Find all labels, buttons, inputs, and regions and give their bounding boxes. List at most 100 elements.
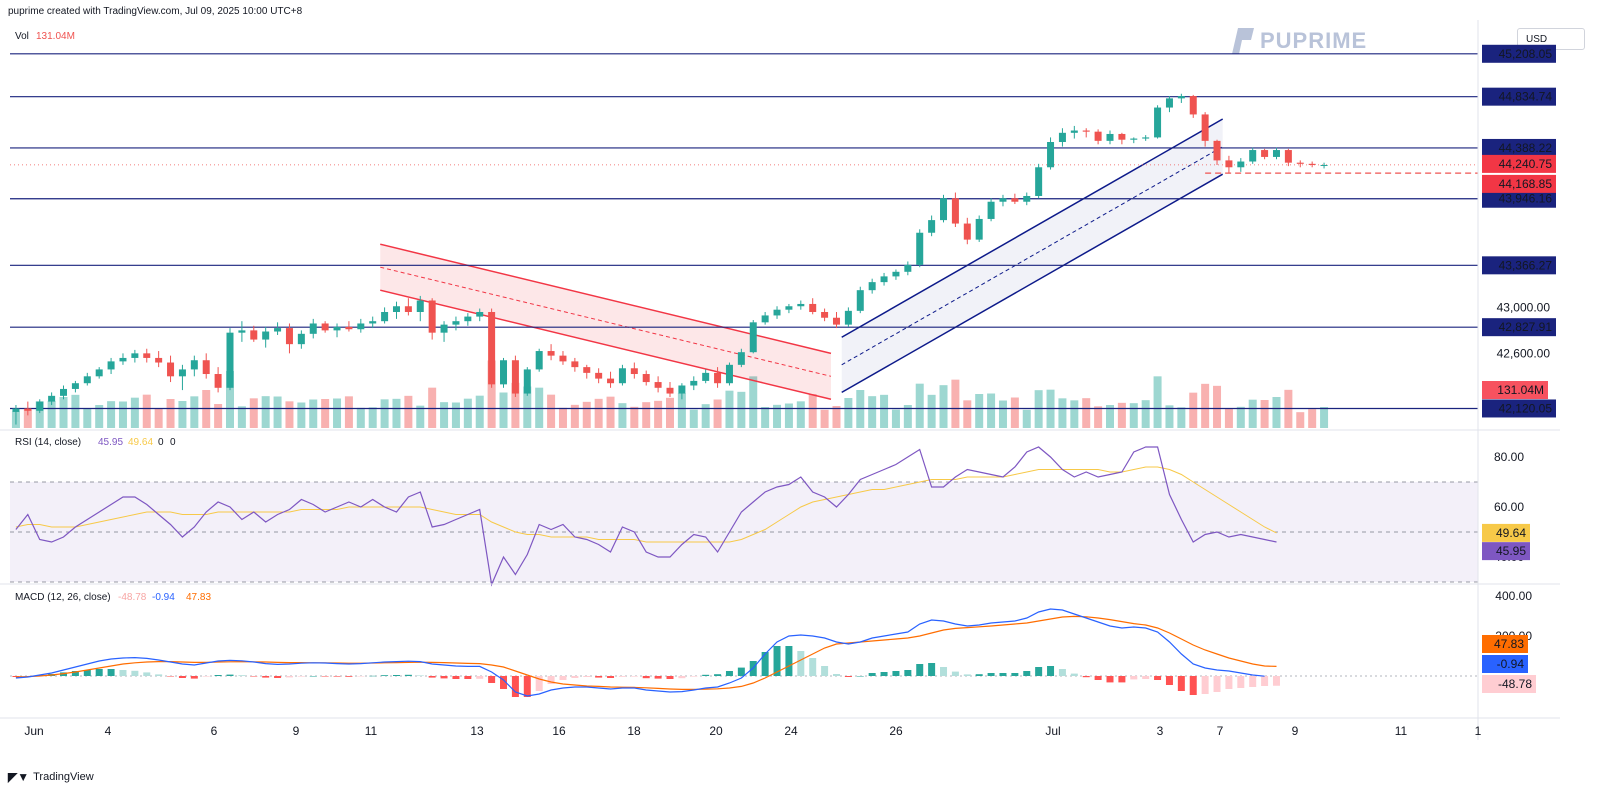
candle-body bbox=[214, 374, 222, 388]
candle-body bbox=[167, 362, 175, 377]
macd-histogram-bar bbox=[1130, 676, 1138, 680]
macd-histogram-bar bbox=[167, 676, 175, 677]
candle-body bbox=[702, 372, 710, 381]
volume-bar bbox=[558, 407, 567, 428]
level-price-label: 43,366.27 bbox=[1499, 258, 1553, 272]
macd-histogram-bar bbox=[452, 676, 460, 679]
volume-bar bbox=[1189, 392, 1198, 428]
candle-body bbox=[1284, 150, 1292, 163]
candle-body bbox=[178, 369, 186, 377]
macd-histogram-bar bbox=[1165, 676, 1173, 685]
macd-histogram-bar bbox=[345, 676, 353, 677]
candle-body bbox=[571, 361, 579, 368]
macd-histogram-bar bbox=[547, 676, 555, 684]
volume-bar bbox=[178, 401, 187, 428]
candle-body bbox=[1118, 133, 1126, 140]
tradingview-icon: ◤▼ bbox=[8, 770, 30, 784]
candle-body bbox=[630, 368, 638, 375]
macd-histogram-bar bbox=[892, 671, 900, 676]
macd-histogram-bar bbox=[880, 672, 888, 676]
volume-bar bbox=[321, 399, 330, 428]
candle-body bbox=[892, 271, 900, 277]
volume-bar bbox=[582, 401, 591, 428]
price-tick-label: 43,000.00 bbox=[1497, 300, 1551, 314]
candle-body bbox=[797, 303, 805, 307]
macd-histogram-bar bbox=[868, 673, 876, 676]
rsi-line bbox=[15, 446, 1277, 587]
volume-legend-name: Vol bbox=[15, 31, 29, 42]
macd-histogram-bar bbox=[583, 676, 591, 677]
macd-histogram-bar bbox=[274, 676, 282, 678]
rsi-legend-title: RSI (14, close) bbox=[15, 437, 81, 448]
candle-body bbox=[714, 372, 722, 384]
volume-bar bbox=[499, 392, 508, 428]
macd-histogram-bar bbox=[476, 676, 484, 679]
candle-body bbox=[392, 306, 400, 312]
candle-body bbox=[274, 328, 282, 332]
macd-histogram-bar bbox=[523, 676, 531, 697]
x-tick-label: 9 bbox=[293, 724, 300, 738]
volume-bar bbox=[1058, 398, 1067, 428]
volume-bar bbox=[713, 399, 722, 428]
volume-bar bbox=[440, 402, 449, 428]
candle-body bbox=[440, 324, 448, 333]
volume-bar bbox=[142, 394, 151, 428]
macd-histogram-bar bbox=[821, 666, 829, 676]
volume-bar bbox=[1272, 397, 1281, 428]
volume-bar bbox=[475, 395, 484, 428]
candle-body bbox=[464, 316, 472, 322]
candle-body bbox=[987, 201, 995, 219]
candle-body bbox=[1249, 150, 1257, 162]
volume-bar bbox=[83, 408, 92, 428]
volume-bar bbox=[130, 397, 139, 428]
price-tick-label: 42,600.00 bbox=[1497, 346, 1551, 360]
macd-histogram-bar bbox=[321, 676, 329, 677]
x-tick-label: Jul bbox=[1045, 724, 1060, 738]
axes: Jun 4 6 9 11 13 16 18 20 24 26 Jul 3 7 9 11 1 bbox=[0, 20, 1560, 740]
volume-bar bbox=[796, 401, 805, 428]
level-price-label-bg bbox=[1482, 399, 1556, 418]
x-tick-label: 24 bbox=[784, 724, 798, 738]
volume-bar bbox=[35, 401, 44, 428]
brand-logo: PUPRIME bbox=[1232, 28, 1367, 54]
macd-histogram-bar bbox=[666, 676, 674, 679]
volume-bar bbox=[47, 400, 56, 428]
candle-body bbox=[83, 376, 91, 384]
volume-bar bbox=[1034, 390, 1043, 428]
level-price-label-bg bbox=[1482, 44, 1556, 63]
volume-bar bbox=[273, 396, 282, 428]
volume-bar bbox=[226, 371, 234, 428]
volume-bar bbox=[1320, 407, 1329, 428]
candle-body bbox=[321, 323, 329, 331]
brand-name: PUPRIME bbox=[1260, 28, 1368, 53]
volume-bar bbox=[547, 394, 556, 428]
volume-bar bbox=[1236, 406, 1245, 428]
macd-histogram-bar bbox=[1023, 671, 1031, 676]
macd-histogram-bar bbox=[678, 676, 686, 679]
volume-bar bbox=[618, 403, 627, 428]
candle-body bbox=[226, 332, 234, 388]
volume-bar bbox=[451, 402, 460, 428]
candle-body bbox=[690, 380, 698, 386]
macd-histogram-bar bbox=[975, 674, 983, 676]
puprime-logo-icon bbox=[1232, 28, 1254, 54]
macd-histogram-bar bbox=[785, 646, 793, 676]
volume-bar bbox=[666, 397, 674, 428]
macd-histogram-bar bbox=[916, 664, 924, 676]
volume-bar bbox=[1129, 403, 1138, 428]
macd-histogram-bar bbox=[1261, 676, 1269, 686]
macd-histogram-bar bbox=[1118, 676, 1126, 683]
candle-body bbox=[416, 300, 424, 312]
macd-histogram-bar bbox=[488, 676, 496, 683]
macd-histogram-bar bbox=[238, 675, 246, 676]
macd-histogram-bar bbox=[571, 676, 579, 678]
macd-histogram-bar bbox=[714, 674, 722, 676]
candle-body bbox=[71, 383, 79, 389]
volume-bar bbox=[261, 396, 270, 428]
macd-histogram-bar bbox=[107, 669, 115, 676]
macd-histogram-bar bbox=[143, 672, 151, 676]
volume-bar bbox=[23, 409, 32, 428]
level-price-label: 45,208.05 bbox=[1499, 47, 1553, 61]
candle-body bbox=[642, 374, 650, 383]
